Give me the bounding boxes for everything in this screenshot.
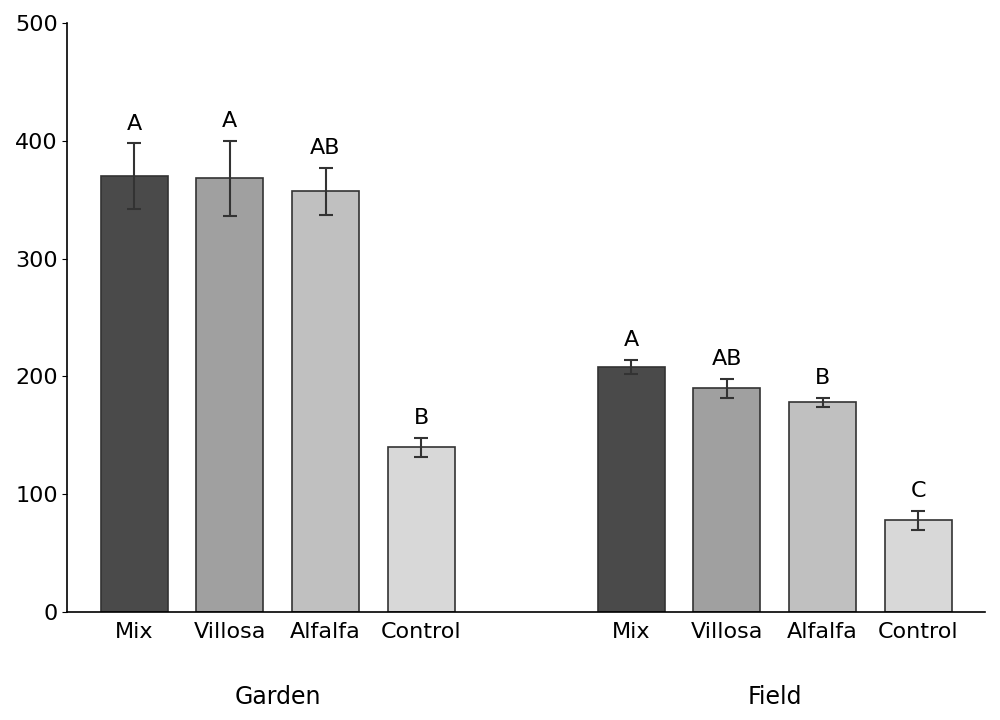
Bar <box>388 447 455 612</box>
Text: A: A <box>624 330 639 351</box>
Bar <box>789 402 856 612</box>
Text: C: C <box>910 481 926 501</box>
Text: Garden: Garden <box>234 685 321 709</box>
Text: AB: AB <box>310 138 341 158</box>
Bar <box>292 192 359 612</box>
Text: B: B <box>815 368 830 388</box>
Bar <box>101 176 168 612</box>
Text: AB: AB <box>712 349 742 369</box>
Text: B: B <box>413 408 429 428</box>
Bar <box>693 388 760 612</box>
Bar <box>885 520 952 612</box>
Bar <box>196 179 263 612</box>
Text: Field: Field <box>747 685 802 709</box>
Text: A: A <box>127 114 142 134</box>
Bar <box>598 367 665 612</box>
Text: A: A <box>222 112 238 131</box>
